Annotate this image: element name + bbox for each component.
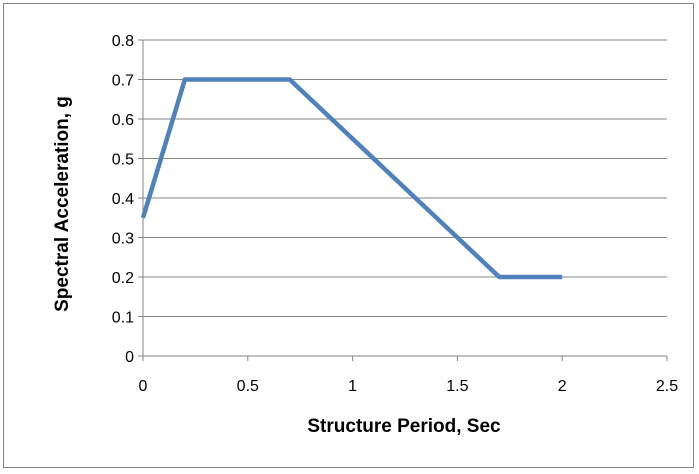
y-tick-label: 0.3: [112, 231, 134, 248]
axes: [138, 39, 668, 361]
x-tick-label: 2.5: [656, 378, 678, 395]
y-tick-label: 0: [125, 349, 134, 366]
series-layer: [140, 77, 563, 280]
tick-labels: 0 0.1 0.2 0.3 0.4 0.5 0.6 0.7 0.8 0 0.5 1 1.5 2 2.5: [112, 33, 678, 395]
y-tick-label: 0.5: [112, 152, 134, 169]
y-tick-label: 0.8: [112, 33, 134, 50]
y-tick-label: 0.2: [112, 270, 134, 287]
x-tick-label: 0: [139, 378, 148, 395]
y-axis-title: Spectral Acceleration, g: [52, 96, 73, 312]
y-tick-label: 0.6: [112, 112, 134, 129]
spectral-acceleration-chart: 0 0.1 0.2 0.3 0.4 0.5 0.6 0.7 0.8 0 0.5 1 1.5 2 2.5 St…: [52, 33, 678, 437]
y-tick-label: 0.1: [112, 310, 134, 327]
x-tick-label: 2: [558, 378, 567, 395]
x-tick-label: 1: [348, 378, 357, 395]
chart-frame: 0 0.1 0.2 0.3 0.4 0.5 0.6 0.7 0.8 0 0.5 1 1.5 2 2.5 St…: [3, 3, 694, 468]
x-tick-label: 0.5: [237, 378, 259, 395]
x-tick-label: 1.5: [446, 378, 468, 395]
series-line: [140, 77, 563, 280]
x-axis-title: Structure Period, Sec: [307, 416, 501, 437]
y-tick-label: 0.7: [112, 73, 134, 90]
y-tick-label: 0.4: [112, 191, 134, 208]
